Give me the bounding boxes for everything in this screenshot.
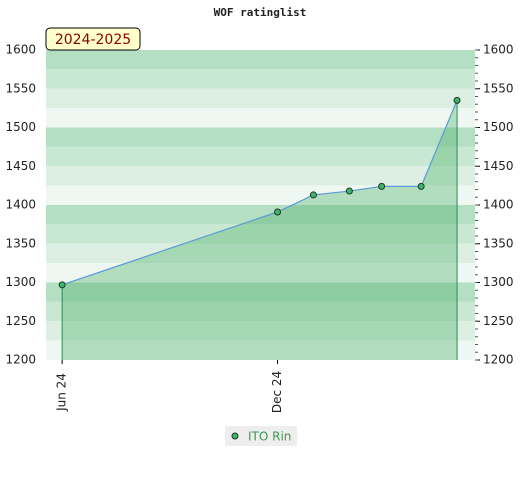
y-tick-label: 1200 <box>5 353 36 367</box>
y-tick-label: 1600 <box>5 43 36 57</box>
background-stripe <box>46 282 475 302</box>
y-tick-label: 1450 <box>5 159 36 173</box>
point <box>453 96 461 104</box>
y-tick-label: 1400 <box>5 198 36 212</box>
point <box>274 208 282 216</box>
background-stripe <box>46 88 475 109</box>
legend-marker <box>231 432 239 440</box>
x-tick-label: Jun 24 <box>55 373 69 412</box>
point <box>309 191 317 199</box>
y-tick-label: 1550 <box>5 81 36 95</box>
background-stripe <box>46 69 475 89</box>
background-stripe <box>46 50 475 70</box>
background-stripe <box>46 321 475 341</box>
y2-tick-label: 1200 <box>483 353 514 367</box>
background-stripe <box>46 127 475 147</box>
background-stripe <box>46 263 475 283</box>
background-stripe <box>46 108 475 128</box>
point <box>417 182 425 190</box>
y2-tick-label: 1300 <box>483 275 514 289</box>
background-stripe <box>46 185 475 205</box>
point <box>378 182 386 190</box>
y2-tick-label: 1350 <box>483 236 514 250</box>
point <box>58 281 66 289</box>
y-tick-label: 1300 <box>5 275 36 289</box>
y2-tick-label: 1500 <box>483 120 514 134</box>
chart-title: WOF ratinglist <box>214 6 307 19</box>
area <box>62 100 458 360</box>
background-stripe <box>46 340 475 360</box>
y-tick-label: 1500 <box>5 120 36 134</box>
y2-tick-label: 1450 <box>483 159 514 173</box>
background-stripe <box>46 205 475 225</box>
background-stripe <box>46 166 475 186</box>
y-tick-label: 1350 <box>5 236 36 250</box>
background-stripe <box>46 224 475 244</box>
legend-box <box>225 426 297 446</box>
legend-label: ITO Rin <box>248 430 291 444</box>
background-stripe <box>46 301 475 322</box>
background-stripe <box>46 146 475 167</box>
y-tick-label: 1250 <box>5 314 36 328</box>
point <box>345 187 353 195</box>
annotation-box <box>45 27 141 51</box>
y2-tick-label: 1600 <box>483 43 514 57</box>
background-stripe <box>46 243 475 264</box>
y2-tick-label: 1400 <box>483 198 514 212</box>
y2-tick-label: 1250 <box>483 314 514 328</box>
annotation: 2024-2025 <box>55 32 131 48</box>
y2-tick-label: 1550 <box>483 81 514 95</box>
x-tick-label: Dec 24 <box>270 371 284 413</box>
